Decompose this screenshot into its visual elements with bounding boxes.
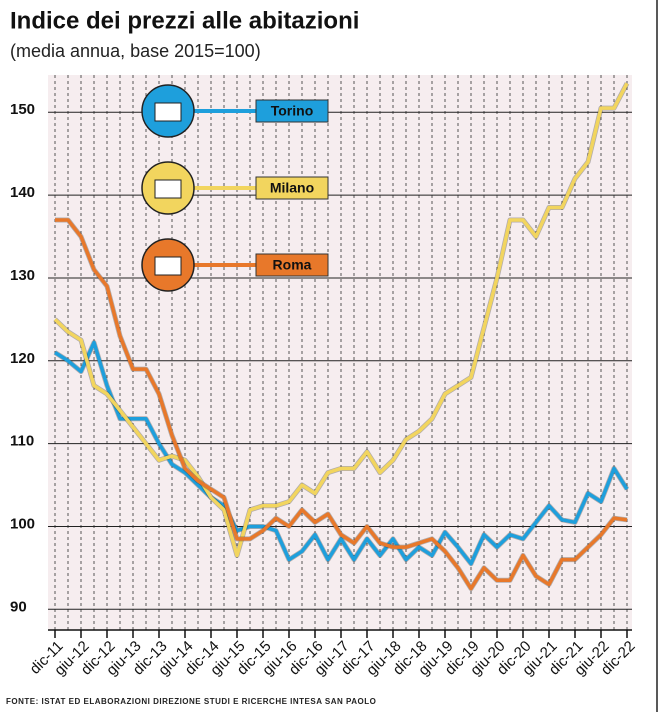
legend-label: Torino: [271, 103, 314, 119]
legend-icon-detail: [154, 102, 182, 122]
y-tick-label: 120: [10, 350, 35, 367]
y-tick-label: 90: [10, 598, 27, 615]
y-tick-label: 110: [10, 433, 34, 450]
y-tick-label: 130: [10, 267, 35, 284]
legend-box: [255, 253, 329, 277]
legend-label: Roma: [273, 257, 312, 273]
data-line: [54, 340, 629, 566]
data-line: [53, 82, 629, 558]
chart-title: Indice dei prezzi alle abitazioni: [10, 7, 359, 34]
legend-icon-detail: [154, 256, 182, 276]
plot-background: [48, 75, 632, 630]
chart-subtitle: (media annua, base 2015=100): [10, 41, 261, 61]
source: FONTE: ISTAT ED ELABORAZIONI DIREZIONE S…: [6, 697, 376, 706]
legend-box: [255, 176, 329, 200]
y-tick-label: 100: [10, 515, 35, 532]
legend-icon-detail: [154, 179, 182, 199]
legend-label: Milano: [270, 180, 314, 196]
y-tick-label: 150: [10, 101, 35, 118]
data-line: [55, 218, 628, 591]
y-tick-label: 140: [10, 184, 35, 201]
legend-box: [255, 99, 329, 123]
